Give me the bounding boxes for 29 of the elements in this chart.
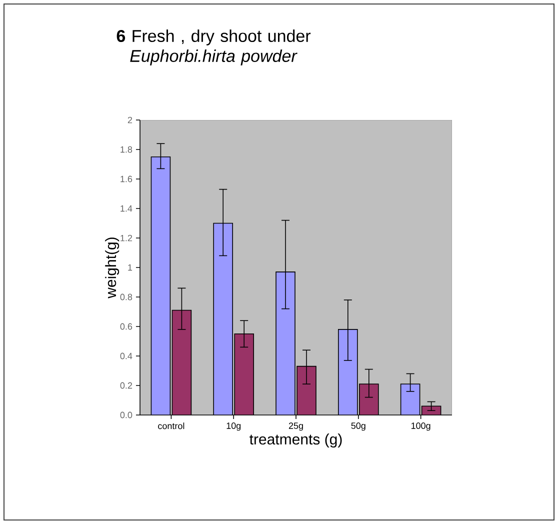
bar: [359, 384, 378, 415]
x-tick-label: 25g: [288, 422, 303, 431]
y-tick-label: 1.4: [120, 205, 132, 212]
x-tick-label: 10g: [226, 422, 241, 431]
bar: [214, 223, 233, 415]
x-tick-label: control: [158, 422, 184, 430]
y-tick-label: 1.6: [120, 176, 132, 182]
bar: [400, 384, 420, 415]
y-tick-label: 0.8: [120, 294, 132, 300]
x-axis-title: treatments (g): [250, 434, 342, 448]
bar: [421, 406, 442, 415]
chart-title: 6 Fresh , dry shoot under Euphorbi.hirta powder: [116, 30, 311, 66]
y-tick-label: 0.4: [120, 352, 132, 360]
bar: [151, 156, 170, 415]
y-tick-label: 0.0: [120, 412, 132, 418]
bar: [276, 272, 295, 415]
y-axis-title: weight(g): [105, 238, 120, 298]
y-tick-label: 0.6: [120, 323, 132, 330]
y-tick-label: 0.2: [120, 382, 132, 389]
y-tick-label: 1: [128, 264, 132, 271]
y-tick-label: 2: [128, 116, 132, 124]
bar: [338, 329, 358, 415]
y-tick-label: 1.2: [120, 234, 132, 242]
y-tick-label: 1.8: [120, 146, 132, 153]
bar: [172, 310, 192, 415]
x-tick-label: 100g: [411, 422, 430, 431]
bar: [234, 334, 254, 415]
bar: [297, 366, 316, 415]
x-tick-label: 50g: [351, 422, 366, 431]
